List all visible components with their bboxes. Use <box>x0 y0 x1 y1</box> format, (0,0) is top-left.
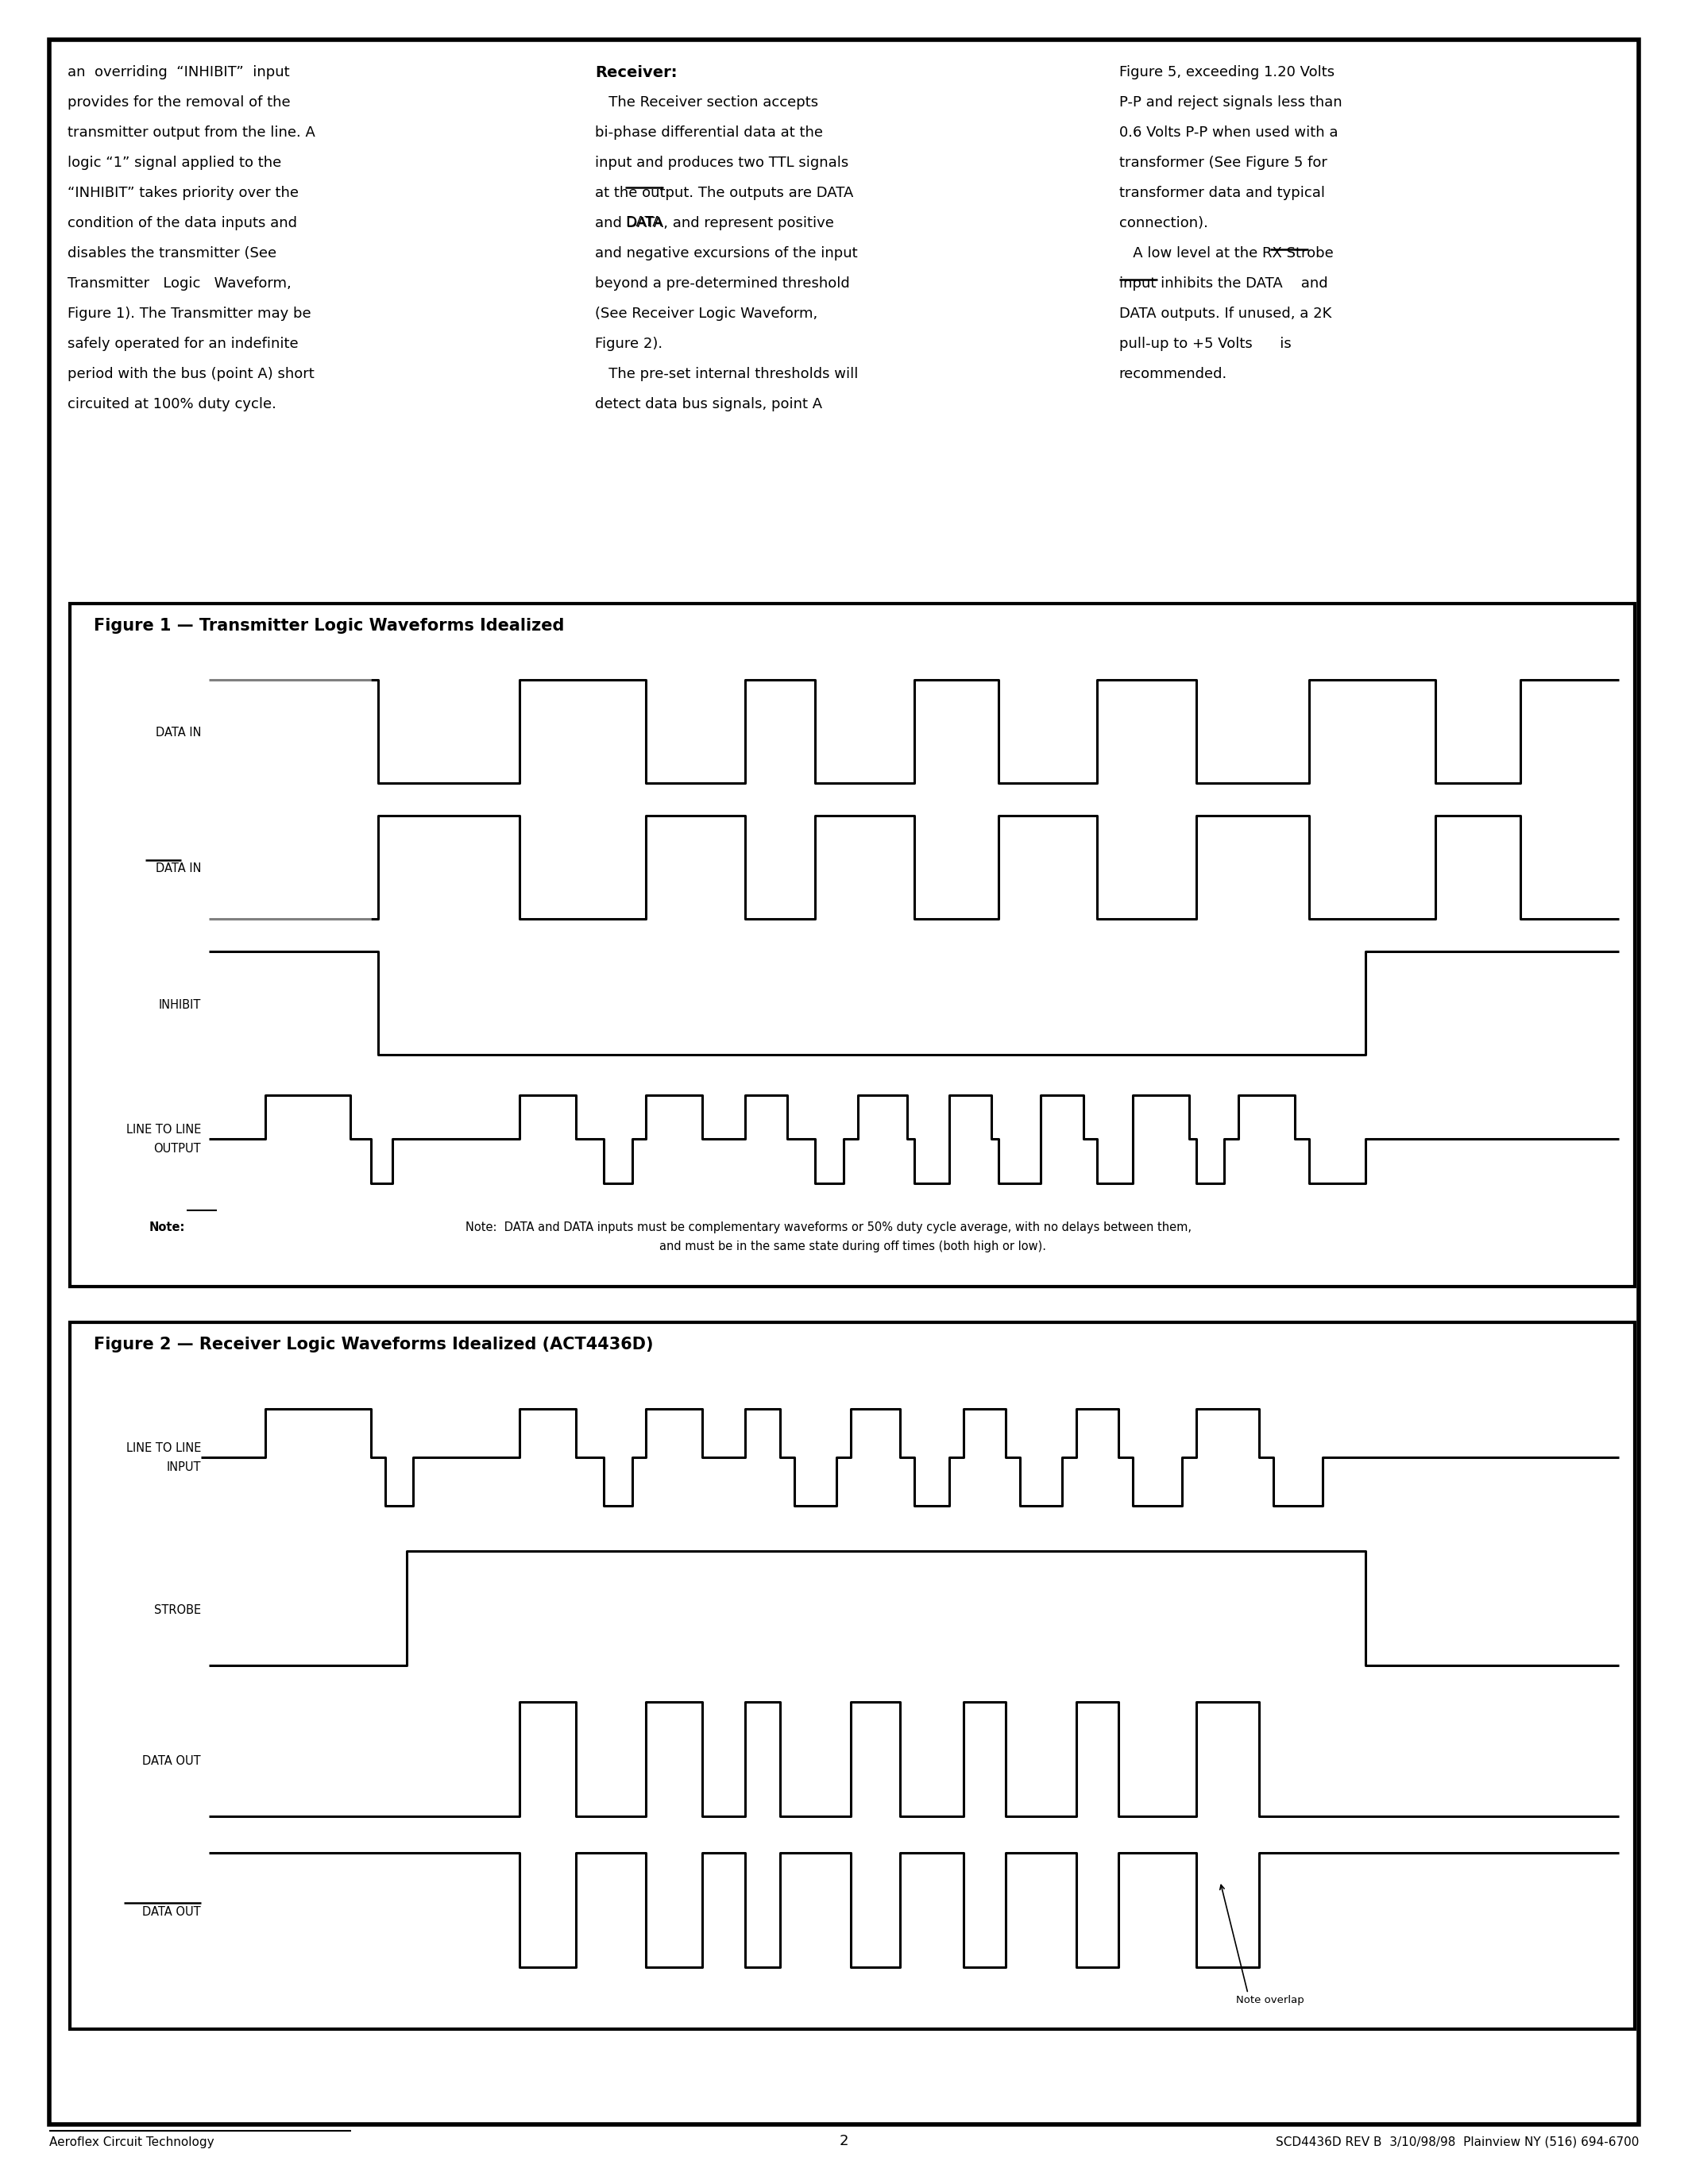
Text: DATA: DATA <box>626 216 662 229</box>
Text: and negative excursions of the input: and negative excursions of the input <box>596 247 858 260</box>
Text: DATA OUT: DATA OUT <box>142 1754 201 1767</box>
Text: LINE TO LINE: LINE TO LINE <box>127 1441 201 1455</box>
Text: DATA IN: DATA IN <box>155 863 201 876</box>
Text: Receiver:: Receiver: <box>596 66 677 81</box>
Text: Figure 5, exceeding 1.20 Volts: Figure 5, exceeding 1.20 Volts <box>1119 66 1334 79</box>
Text: Figure 1). The Transmitter may be: Figure 1). The Transmitter may be <box>68 306 311 321</box>
Text: input and produces two TTL signals: input and produces two TTL signals <box>596 155 849 170</box>
Text: INPUT: INPUT <box>167 1461 201 1472</box>
Text: Aeroflex Circuit Technology: Aeroflex Circuit Technology <box>49 2136 214 2149</box>
Text: transformer (See Figure 5 for: transformer (See Figure 5 for <box>1119 155 1327 170</box>
Text: bi-phase differential data at the: bi-phase differential data at the <box>596 124 824 140</box>
Text: DATA outputs. If unused, a 2K: DATA outputs. If unused, a 2K <box>1119 306 1332 321</box>
Text: transformer data and typical: transformer data and typical <box>1119 186 1325 201</box>
Text: STROBE: STROBE <box>154 1603 201 1616</box>
Text: A low level at the RX Strobe: A low level at the RX Strobe <box>1119 247 1334 260</box>
Text: provides for the removal of the: provides for the removal of the <box>68 96 290 109</box>
Text: Note:: Note: <box>149 1221 186 1234</box>
Text: 2: 2 <box>839 2134 847 2149</box>
Text: Figure 1 — Transmitter Logic Waveforms Idealized: Figure 1 — Transmitter Logic Waveforms I… <box>95 618 564 633</box>
Text: INHIBIT: INHIBIT <box>159 998 201 1011</box>
Text: Transmitter   Logic   Waveform,: Transmitter Logic Waveform, <box>68 277 292 290</box>
Text: (See Receiver Logic Waveform,: (See Receiver Logic Waveform, <box>596 306 819 321</box>
Text: LINE TO LINE: LINE TO LINE <box>127 1125 201 1136</box>
Text: and DATA, and represent positive: and DATA, and represent positive <box>596 216 834 229</box>
Text: DATA OUT: DATA OUT <box>142 1907 201 1918</box>
Text: and must be in the same state during off times (both high or low).: and must be in the same state during off… <box>658 1241 1047 1251</box>
Text: pull-up to +5 Volts      is: pull-up to +5 Volts is <box>1119 336 1291 352</box>
Bar <box>69 603 1634 1286</box>
Text: circuited at 100% duty cycle.: circuited at 100% duty cycle. <box>68 397 277 411</box>
Text: The pre-set internal thresholds will: The pre-set internal thresholds will <box>596 367 859 382</box>
Text: safely operated for an indefinite: safely operated for an indefinite <box>68 336 299 352</box>
Text: logic “1” signal applied to the: logic “1” signal applied to the <box>68 155 282 170</box>
Text: at the output. The outputs are DATA: at the output. The outputs are DATA <box>596 186 854 201</box>
Text: disables the transmitter (See: disables the transmitter (See <box>68 247 277 260</box>
Text: input inhibits the DATA    and: input inhibits the DATA and <box>1119 277 1327 290</box>
Text: period with the bus (point A) short: period with the bus (point A) short <box>68 367 314 382</box>
Bar <box>69 1321 1634 2029</box>
Text: Note overlap: Note overlap <box>1236 1996 1305 2005</box>
Text: 0.6 Volts P-P when used with a: 0.6 Volts P-P when used with a <box>1119 124 1339 140</box>
Text: The Receiver section accepts: The Receiver section accepts <box>596 96 819 109</box>
Text: Note:  DATA and DATA inputs must be complementary waveforms or 50% duty cycle av: Note: DATA and DATA inputs must be compl… <box>466 1221 1192 1234</box>
Text: P-P and reject signals less than: P-P and reject signals less than <box>1119 96 1342 109</box>
Text: Figure 2 — Receiver Logic Waveforms Idealized (ACT4436D): Figure 2 — Receiver Logic Waveforms Idea… <box>95 1337 653 1352</box>
Text: DATA IN: DATA IN <box>155 727 201 738</box>
Text: connection).: connection). <box>1119 216 1209 229</box>
Text: transmitter output from the line. A: transmitter output from the line. A <box>68 124 316 140</box>
Text: beyond a pre-determined threshold: beyond a pre-determined threshold <box>596 277 851 290</box>
Text: an  overriding  “INHIBIT”  input: an overriding “INHIBIT” input <box>68 66 290 79</box>
Text: recommended.: recommended. <box>1119 367 1227 382</box>
Text: “INHIBIT” takes priority over the: “INHIBIT” takes priority over the <box>68 186 299 201</box>
Text: SCD4436D REV B  3/10/98/98  Plainview NY (516) 694-6700: SCD4436D REV B 3/10/98/98 Plainview NY (… <box>1276 2136 1639 2149</box>
Text: OUTPUT: OUTPUT <box>154 1142 201 1155</box>
Text: condition of the data inputs and: condition of the data inputs and <box>68 216 297 229</box>
Text: Figure 2).: Figure 2). <box>596 336 663 352</box>
Text: detect data bus signals, point A: detect data bus signals, point A <box>596 397 822 411</box>
